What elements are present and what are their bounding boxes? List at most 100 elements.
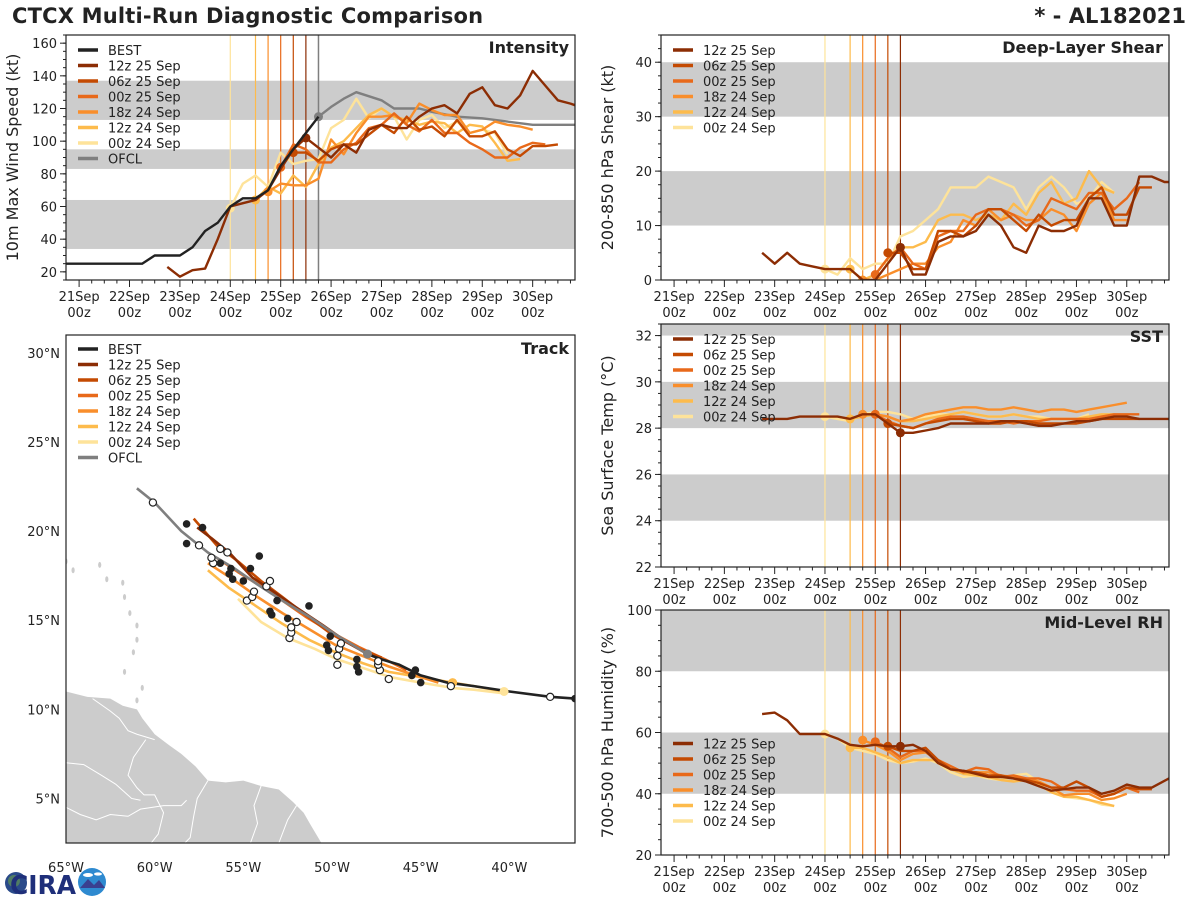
- y-tick-label: 28: [635, 422, 652, 437]
- track-point-open: [545, 692, 555, 702]
- x-tick-sublabel: 00z: [1014, 306, 1038, 321]
- x-tick-sublabel: 00z: [269, 306, 293, 321]
- x-tick-label: 30Sep: [512, 290, 553, 305]
- country-border: [66, 762, 141, 801]
- shaded-band: [661, 474, 1169, 521]
- track-point-open: [223, 548, 232, 557]
- x-tick-label: 24Sep: [804, 865, 845, 880]
- shaded-band: [661, 732, 1169, 794]
- track-point-filled: [228, 575, 237, 583]
- island: [135, 636, 139, 643]
- legend-label: 06z 25 Sep: [703, 753, 776, 768]
- y-tick-label: 60: [40, 201, 57, 216]
- legend-label: 00z 24 Sep: [108, 137, 181, 152]
- track-point-open: [333, 660, 342, 669]
- rammb-icon: [78, 868, 106, 896]
- x-tick-sublabel: 00z: [713, 881, 737, 896]
- shaded-band: [661, 610, 1169, 672]
- x-tick-sublabel: 00z: [964, 306, 988, 321]
- track-point-filled: [239, 577, 248, 585]
- x-tick-label: 30Sep: [1106, 577, 1147, 592]
- x-tick-sublabel: 00z: [763, 593, 787, 608]
- legend-label: 00z 24 Sep: [703, 815, 776, 830]
- legend-label: 12z 24 Sep: [108, 122, 181, 137]
- x-tick-sublabel: 00z: [1065, 593, 1089, 608]
- land-south-america: [66, 691, 322, 843]
- x-tick-label: 22Sep: [704, 577, 745, 592]
- x-tick-label: 23Sep: [754, 290, 795, 305]
- x-tick-sublabel: 00z: [67, 306, 91, 321]
- plot-area: [661, 35, 1169, 280]
- y-tick-label: 120: [32, 103, 57, 118]
- track-line-18z-24-sep: [207, 562, 439, 684]
- intensity-panel: 2040608010012014016021Sep00z22Sep00z23Se…: [3, 34, 576, 321]
- track-point-open: [194, 541, 204, 550]
- shear-panel: 01020304021Sep00z22Sep00z23Sep00z24Sep00…: [598, 34, 1170, 321]
- track-point-filled: [322, 641, 331, 649]
- x-tick-sublabel: 00z: [713, 593, 737, 608]
- island: [71, 567, 75, 574]
- x-tick-label: 28Sep: [1006, 865, 1047, 880]
- x-tick-sublabel: 00z: [914, 881, 938, 896]
- rh-panel: 2040608010021Sep00z22Sep00z23Sep00z24Sep…: [598, 604, 1170, 896]
- x-tick-sublabel: 00z: [1065, 881, 1089, 896]
- run-start-marker: [895, 242, 905, 252]
- x-tick-label: 25Sep: [855, 577, 896, 592]
- legend-label: 12z 24 Sep: [703, 106, 776, 121]
- x-tick-label: 25Sep: [855, 865, 896, 880]
- x-tick-sublabel: 00z: [813, 881, 837, 896]
- y-tick-label: 0: [644, 274, 652, 289]
- x-tick-sublabel: 00z: [864, 306, 888, 321]
- legend-label: OFCL: [108, 452, 143, 467]
- series-line-12z-24-sep: [254, 107, 521, 201]
- x-tick-sublabel: 00z: [813, 593, 837, 608]
- y-tick-label: 140: [32, 70, 57, 85]
- lat-tick-label: 15°N: [27, 614, 60, 629]
- run-start-marker: [895, 741, 905, 751]
- lon-tick-label: 55°W: [225, 861, 261, 876]
- x-tick-label: 25Sep: [855, 290, 896, 305]
- x-tick-sublabel: 00z: [1115, 881, 1139, 896]
- panel-title: Track: [521, 339, 569, 358]
- track-point-filled: [182, 520, 191, 528]
- x-tick-label: 30Sep: [1106, 290, 1147, 305]
- country-border: [127, 739, 165, 843]
- y-tick-label: 160: [32, 37, 57, 52]
- track-point-open: [148, 498, 158, 507]
- x-tick-label: 21Sep: [654, 577, 695, 592]
- x-tick-sublabel: 00z: [662, 593, 686, 608]
- x-tick-label: 27Sep: [361, 290, 402, 305]
- legend-label: 06z 25 Sep: [108, 374, 181, 389]
- country-border: [92, 698, 155, 741]
- country-border: [249, 785, 262, 843]
- island: [135, 622, 139, 629]
- legend-label: BEST: [108, 343, 141, 358]
- x-tick-sublabel: 00z: [662, 881, 686, 896]
- series-line-00z-24-sep: [824, 175, 1115, 276]
- x-tick-label: 27Sep: [955, 290, 996, 305]
- x-tick-label: 30Sep: [1106, 865, 1147, 880]
- run-start-marker: [858, 735, 868, 745]
- y-tick-label: 22: [635, 561, 652, 576]
- x-tick-label: 23Sep: [754, 865, 795, 880]
- plot-area: [661, 324, 1169, 567]
- x-tick-label: 28Sep: [411, 290, 452, 305]
- x-tick-sublabel: 00z: [319, 306, 343, 321]
- y-tick-label: 20: [635, 849, 652, 864]
- legend-label: 12z 25 Sep: [703, 738, 776, 753]
- legend-label: 12z 24 Sep: [703, 800, 776, 815]
- island: [105, 576, 109, 583]
- x-tick-label: 25Sep: [260, 290, 301, 305]
- track-start-marker: [499, 686, 509, 696]
- track-point-open: [207, 553, 216, 563]
- legend-label: 18z 24 Sep: [703, 380, 776, 395]
- main-title: CTCX Multi-Run Diagnostic Comparison: [12, 4, 484, 28]
- y-tick-label: 30: [635, 111, 652, 126]
- legend-label: 06z 25 Sep: [703, 60, 776, 75]
- y-tick-label: 24: [635, 515, 652, 530]
- x-tick-label: 29Sep: [1056, 865, 1097, 880]
- series-line-00z-25-sep: [279, 112, 546, 168]
- track-line-best: [367, 652, 575, 700]
- sst-panel: 22242628303221Sep00z22Sep00z23Sep00z24Se…: [598, 323, 1170, 608]
